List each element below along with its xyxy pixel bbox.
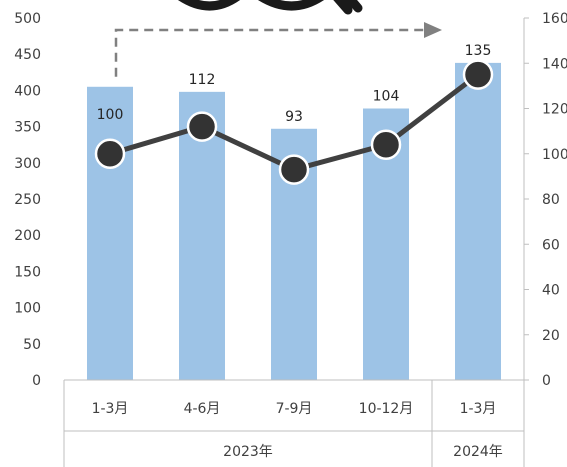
data-label: 135	[465, 43, 492, 59]
x-axis: 1-3月 4-6月 7-9月 10-12月 1-3月 2023年 2024年	[63, 379, 525, 467]
left-tick-label: 500	[14, 11, 41, 27]
category-label: 4-6月	[184, 401, 221, 417]
left-tick-label: 350	[14, 120, 41, 136]
right-tick-label: 120	[542, 102, 567, 118]
right-tick-label: 0	[542, 373, 551, 389]
line-point	[278, 154, 310, 185]
left-y-axis: 0 50 100 150 200 250 300 350 400 450 500	[14, 11, 41, 389]
right-y-axis: 0 20 40 60 80 100 120 140 160	[523, 11, 567, 389]
left-tick-label: 150	[14, 264, 41, 280]
line-markers	[94, 59, 494, 185]
right-tick-label: 140	[542, 56, 567, 72]
category-label: 1-3月	[460, 401, 497, 417]
group-label: 2024年	[453, 444, 503, 460]
category-label: 7-9月	[276, 401, 313, 417]
bar	[455, 62, 501, 380]
category-label: 1-3月	[92, 401, 129, 417]
line-point	[186, 111, 218, 142]
category-label: 10-12月	[359, 401, 414, 417]
right-tick-label: 160	[542, 11, 567, 27]
right-tick-label: 80	[542, 192, 560, 208]
left-tick-label: 250	[14, 192, 41, 208]
line-point	[462, 59, 494, 90]
left-tick-label: 50	[23, 337, 41, 353]
dashed-arrow-annotation	[114, 22, 442, 77]
left-tick-label: 100	[14, 301, 41, 317]
left-tick-label: 0	[32, 373, 41, 389]
data-label: 104	[373, 89, 400, 105]
left-tick-label: 200	[14, 228, 41, 244]
cropped-heading-art	[177, 0, 363, 15]
left-tick-label: 450	[14, 47, 41, 63]
right-tick-label: 20	[542, 328, 560, 344]
right-tick-label: 40	[542, 283, 560, 299]
annotation-arrowhead	[424, 22, 442, 38]
annotation-path	[114, 28, 426, 77]
left-tick-label: 300	[14, 156, 41, 172]
data-label: 93	[285, 109, 303, 125]
left-tick-label: 400	[14, 83, 41, 99]
data-label: 112	[189, 72, 216, 88]
line-point	[94, 138, 126, 169]
data-label: 100	[97, 107, 124, 123]
line-point	[370, 129, 402, 160]
group-label: 2023年	[223, 444, 273, 460]
right-tick-label: 100	[542, 147, 567, 163]
bar-series	[87, 62, 501, 381]
right-tick-label: 60	[542, 237, 560, 253]
data-labels: 100 112 93 104 135	[97, 43, 492, 125]
bar	[87, 86, 133, 380]
